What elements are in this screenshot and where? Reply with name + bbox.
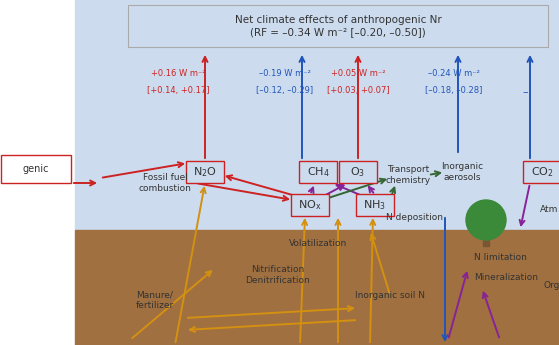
Text: +0.16 W m⁻²: +0.16 W m⁻²: [151, 69, 205, 78]
Text: Orga: Orga: [543, 280, 559, 289]
Bar: [128, 5, 548, 47]
Text: [+0.14, +0.17]: [+0.14, +0.17]: [147, 86, 209, 95]
Text: $\mathrm{N_2O}$: $\mathrm{N_2O}$: [193, 165, 217, 179]
Text: $\mathrm{CH_4}$: $\mathrm{CH_4}$: [306, 165, 329, 179]
Text: [–0.18, –0.28]: [–0.18, –0.28]: [425, 86, 482, 95]
Text: $\mathrm{NO_x}$: $\mathrm{NO_x}$: [299, 198, 322, 212]
Text: genic: genic: [23, 164, 49, 174]
Bar: [75, 230, 559, 345]
Bar: [75, 0, 559, 230]
Text: Transport
chemistry: Transport chemistry: [386, 165, 430, 185]
Text: [–0.12, –0.29]: [–0.12, –0.29]: [257, 86, 314, 95]
Text: N deposition: N deposition: [386, 214, 443, 223]
Text: Manure/
fertilizer: Manure/ fertilizer: [136, 290, 174, 310]
Text: $\mathrm{NH_3}$: $\mathrm{NH_3}$: [363, 198, 386, 212]
Text: [+0.03, +0.07]: [+0.03, +0.07]: [326, 86, 389, 95]
Text: $\mathrm{CO_2}$: $\mathrm{CO_2}$: [530, 165, 553, 179]
Text: Net climate effects of anthropogenic Nr
(RF = –0.34 W m⁻² [–0.20, –0.50]): Net climate effects of anthropogenic Nr …: [235, 15, 442, 37]
Text: Volatilization: Volatilization: [289, 238, 347, 247]
Text: –: –: [522, 87, 528, 97]
Bar: [356, 194, 394, 216]
Text: Mineralization: Mineralization: [474, 274, 538, 283]
Text: –0.19 W m⁻²: –0.19 W m⁻²: [259, 69, 311, 78]
Bar: [483, 228, 489, 246]
Bar: [0, 0, 75, 345]
Text: N limitation: N limitation: [474, 254, 527, 263]
Text: Atm: Atm: [540, 206, 558, 215]
Bar: [291, 194, 329, 216]
Bar: [1, 155, 71, 183]
Bar: [523, 161, 559, 183]
Text: Nitrification
Denitrification: Nitrification Denitrification: [245, 265, 310, 285]
Bar: [186, 161, 224, 183]
Text: +0.05 W m⁻²: +0.05 W m⁻²: [331, 69, 385, 78]
Text: Fossil fuel
combustion: Fossil fuel combustion: [139, 173, 191, 193]
Bar: [299, 161, 337, 183]
Text: $\mathrm{O_3}$: $\mathrm{O_3}$: [350, 165, 366, 179]
Text: –0.24 W m⁻²: –0.24 W m⁻²: [428, 69, 480, 78]
Text: Inorganic soil N: Inorganic soil N: [355, 290, 425, 299]
Text: Inorganic
aerosols: Inorganic aerosols: [441, 162, 483, 182]
Circle shape: [466, 200, 506, 240]
Bar: [339, 161, 377, 183]
